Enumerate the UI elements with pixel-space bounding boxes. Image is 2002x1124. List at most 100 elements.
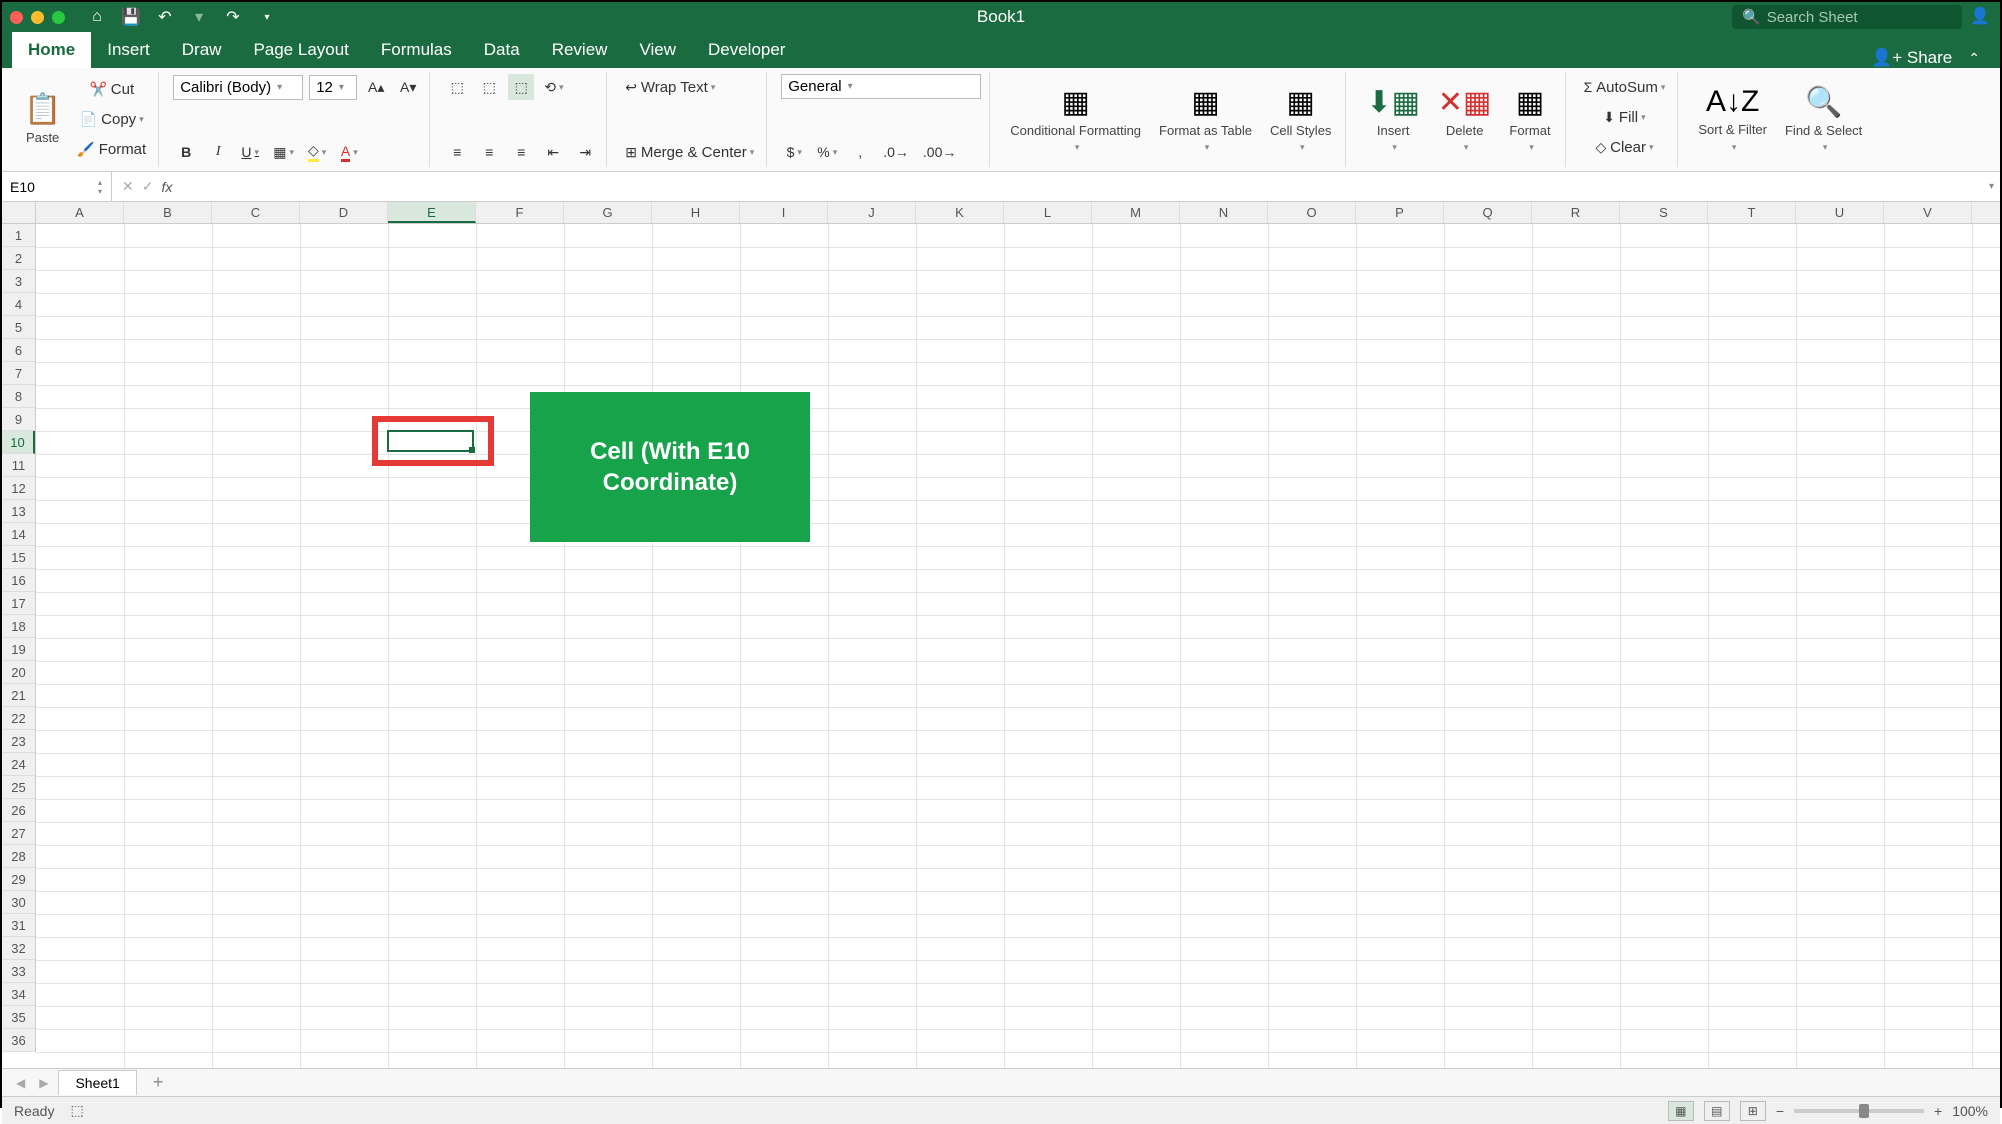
macro-record-icon[interactable]: ⬚: [70, 1102, 83, 1119]
bold-button[interactable]: B: [173, 139, 199, 165]
row-header[interactable]: 28: [2, 845, 35, 868]
row-header[interactable]: 27: [2, 822, 35, 845]
spreadsheet-grid[interactable]: ABCDEFGHIJKLMNOPQRSTUV 12345678910111213…: [2, 202, 2000, 1068]
row-header[interactable]: 20: [2, 661, 35, 684]
fill-color-button[interactable]: ◇: [304, 139, 330, 165]
user-account-icon[interactable]: 👤: [1970, 6, 1992, 28]
sort-filter-button[interactable]: A↓ZSort & Filter: [1692, 74, 1773, 164]
undo-icon[interactable]: ↶: [153, 5, 177, 29]
zoom-in-button[interactable]: +: [1934, 1103, 1942, 1119]
column-header[interactable]: J: [828, 202, 916, 223]
row-header[interactable]: 23: [2, 730, 35, 753]
search-sheet-input[interactable]: 🔍 Search Sheet: [1732, 5, 1962, 29]
column-header[interactable]: M: [1092, 202, 1180, 223]
column-header[interactable]: B: [124, 202, 212, 223]
maximize-window-button[interactable]: [52, 11, 65, 24]
row-header[interactable]: 9: [2, 408, 35, 431]
row-header[interactable]: 12: [2, 477, 35, 500]
align-top-button[interactable]: ⬚: [444, 74, 470, 100]
row-header[interactable]: 2: [2, 247, 35, 270]
font-name-select[interactable]: Calibri (Body): [173, 75, 303, 100]
accept-formula-icon[interactable]: ✓: [142, 178, 154, 195]
delete-cells-button[interactable]: ✕▦Delete: [1432, 74, 1497, 164]
row-header[interactable]: 5: [2, 316, 35, 339]
increase-indent-button[interactable]: ⇥: [572, 139, 598, 165]
row-header[interactable]: 4: [2, 293, 35, 316]
row-header[interactable]: 22: [2, 707, 35, 730]
tab-view[interactable]: View: [623, 32, 692, 68]
fx-icon[interactable]: fx: [161, 179, 172, 195]
column-header[interactable]: D: [300, 202, 388, 223]
tab-formulas[interactable]: Formulas: [365, 32, 468, 68]
merge-center-button[interactable]: ⊞ Merge & Center: [621, 139, 758, 165]
row-header[interactable]: 32: [2, 937, 35, 960]
copy-button[interactable]: 📄 Copy: [73, 106, 150, 132]
fill-button[interactable]: ⬇ Fill: [1580, 104, 1670, 130]
row-header[interactable]: 6: [2, 339, 35, 362]
row-header[interactable]: 19: [2, 638, 35, 661]
row-header[interactable]: 36: [2, 1029, 35, 1052]
tab-developer[interactable]: Developer: [692, 32, 802, 68]
decrease-font-button[interactable]: A▾: [395, 74, 421, 100]
sheet-nav-prev-icon[interactable]: ◀: [12, 1076, 29, 1090]
minimize-window-button[interactable]: [31, 11, 44, 24]
column-header[interactable]: O: [1268, 202, 1356, 223]
zoom-slider[interactable]: [1794, 1109, 1924, 1113]
align-left-button[interactable]: ≡: [444, 139, 470, 165]
tab-draw[interactable]: Draw: [166, 32, 238, 68]
column-header[interactable]: T: [1708, 202, 1796, 223]
expand-formula-bar-icon[interactable]: ▾: [1989, 181, 1994, 192]
row-header[interactable]: 16: [2, 569, 35, 592]
zoom-out-button[interactable]: −: [1776, 1103, 1784, 1119]
percent-button[interactable]: %: [813, 139, 841, 165]
namebox-stepper[interactable]: ▴▾: [98, 178, 102, 196]
column-header[interactable]: A: [36, 202, 124, 223]
comma-button[interactable]: ,: [847, 139, 873, 165]
row-header[interactable]: 33: [2, 960, 35, 983]
cut-button[interactable]: ✂️ Cut: [73, 76, 150, 102]
column-header[interactable]: P: [1356, 202, 1444, 223]
increase-decimal-button[interactable]: .0→: [879, 139, 913, 165]
column-header[interactable]: E: [388, 202, 476, 223]
column-header[interactable]: K: [916, 202, 1004, 223]
row-header[interactable]: 10: [2, 431, 35, 454]
row-header[interactable]: 8: [2, 385, 35, 408]
row-header[interactable]: 25: [2, 776, 35, 799]
redo-icon[interactable]: ↷: [221, 5, 245, 29]
format-cells-button[interactable]: ▦Format: [1503, 74, 1556, 164]
add-sheet-button[interactable]: +: [143, 1072, 174, 1093]
customize-qat-icon[interactable]: ▾: [255, 5, 279, 29]
column-header[interactable]: H: [652, 202, 740, 223]
align-right-button[interactable]: ≡: [508, 139, 534, 165]
insert-cells-button[interactable]: ⬇▦Insert: [1360, 74, 1425, 164]
zoom-level[interactable]: 100%: [1952, 1103, 1988, 1119]
orientation-button[interactable]: ⟲: [540, 74, 567, 100]
find-select-button[interactable]: 🔍Find & Select: [1779, 74, 1868, 164]
row-header[interactable]: 11: [2, 454, 35, 477]
column-header[interactable]: Q: [1444, 202, 1532, 223]
row-header[interactable]: 24: [2, 753, 35, 776]
column-header[interactable]: L: [1004, 202, 1092, 223]
font-size-select[interactable]: 12: [309, 75, 357, 100]
select-all-corner[interactable]: [2, 202, 36, 224]
column-header[interactable]: C: [212, 202, 300, 223]
format-painter-button[interactable]: 🖌️ Format: [73, 136, 150, 162]
page-break-view-button[interactable]: ⊞: [1740, 1101, 1766, 1121]
tab-review[interactable]: Review: [536, 32, 624, 68]
row-header[interactable]: 35: [2, 1006, 35, 1029]
column-header[interactable]: G: [564, 202, 652, 223]
conditional-formatting-button[interactable]: ▦Conditional Formatting: [1004, 74, 1147, 164]
border-button[interactable]: ▦: [269, 139, 298, 165]
wrap-text-button[interactable]: ↩ Wrap Text: [621, 74, 719, 100]
row-header[interactable]: 26: [2, 799, 35, 822]
tab-data[interactable]: Data: [468, 32, 536, 68]
column-header[interactable]: R: [1532, 202, 1620, 223]
tab-page-layout[interactable]: Page Layout: [237, 32, 364, 68]
clear-button[interactable]: ◇ Clear: [1580, 134, 1670, 160]
row-header[interactable]: 1: [2, 224, 35, 247]
align-bottom-button[interactable]: ⬚: [508, 74, 534, 100]
autosum-button[interactable]: Σ AutoSum: [1580, 74, 1670, 100]
underline-button[interactable]: U: [237, 139, 263, 165]
cell-styles-button[interactable]: ▦Cell Styles: [1264, 74, 1337, 164]
row-header[interactable]: 15: [2, 546, 35, 569]
